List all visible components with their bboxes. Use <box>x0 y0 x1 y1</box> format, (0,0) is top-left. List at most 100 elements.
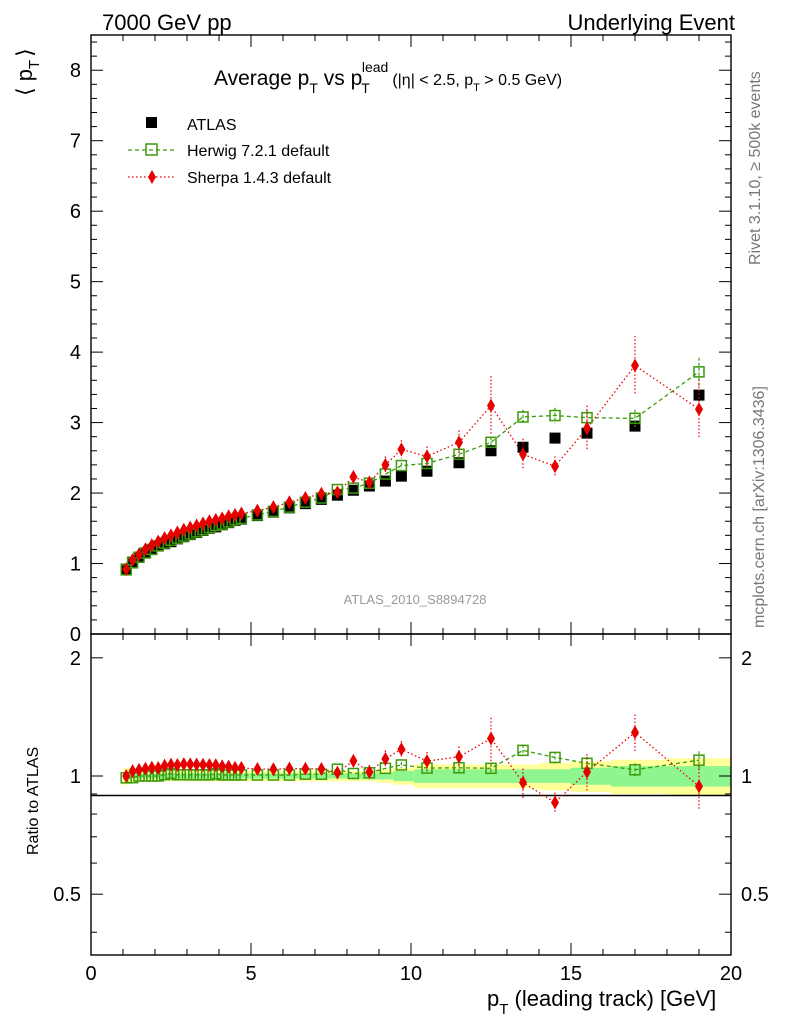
sherpa-point <box>154 534 163 549</box>
herwig-point <box>347 482 360 494</box>
atlas-point <box>485 445 497 457</box>
herwig-ratio-point <box>485 762 497 775</box>
sherpa-ratio-point <box>285 761 294 776</box>
ratio-y-tick-label-right: 2 <box>741 648 752 670</box>
atlas-point <box>549 432 561 444</box>
ratio-series <box>120 714 705 813</box>
main-y-tick-label: 0 <box>70 624 81 646</box>
main-series <box>120 335 705 577</box>
sherpa-point <box>253 503 262 518</box>
sherpa-ratio-point <box>253 762 262 777</box>
sherpa-ratio-point <box>695 779 703 794</box>
atlas-point <box>184 529 196 541</box>
herwig-ratio-point <box>693 754 705 766</box>
main-y-tick-label: 4 <box>70 342 81 364</box>
atlas-point <box>191 527 203 539</box>
legend-marker-atlas <box>146 117 157 128</box>
ratio-band-green <box>611 766 668 787</box>
sherpa-ratio-point <box>365 764 374 779</box>
sherpa-ratio-point <box>583 764 591 779</box>
sherpa-point <box>218 511 227 526</box>
main-y-tick-label: 7 <box>70 131 81 153</box>
atlas-point <box>210 521 222 533</box>
sherpa-ratio-point <box>218 759 227 774</box>
ratio-band-green <box>199 773 207 779</box>
herwig-line <box>125 371 700 571</box>
ratio-y-tick-label-left: 1 <box>70 766 81 788</box>
sherpa-ratio-point <box>487 731 495 746</box>
herwig-ratio-point <box>549 751 561 764</box>
ratio-band-green <box>238 773 250 779</box>
ratio-band-green <box>174 773 182 779</box>
sherpa-ratio-point <box>192 757 201 772</box>
sherpa-point <box>423 449 431 464</box>
sherpa-ratio-point <box>199 757 207 772</box>
sherpa-ratio-point <box>211 758 220 773</box>
herwig-ratio-point <box>395 759 408 771</box>
sherpa-point <box>147 538 156 553</box>
sherpa-point <box>631 358 639 373</box>
sherpa-ratio-point <box>186 757 195 772</box>
legend-label-herwig: Herwig 7.2.1 default <box>187 143 330 160</box>
ratio-band-green <box>249 773 266 779</box>
axis-tick-labels: 0 5 10 15 20 0 1 2 3 4 5 6 7 8 0.5 0.5 1 1 2 2 <box>53 60 769 985</box>
sherpa-point <box>135 547 143 562</box>
sherpa-point <box>519 447 527 462</box>
sherpa-point <box>301 490 310 505</box>
ratio-band-green <box>443 769 476 783</box>
legend-label-atlas: ATLAS <box>187 117 237 134</box>
sherpa-line <box>125 364 700 570</box>
sherpa-point <box>487 398 495 413</box>
atlas-point <box>347 484 359 496</box>
sherpa-point <box>333 485 342 500</box>
sherpa-point <box>192 518 201 533</box>
ratio-band-green <box>148 773 156 779</box>
analysis-watermark: ATLAS_2010_S8894728 <box>344 592 487 607</box>
x-tick-label: 0 <box>85 963 96 985</box>
sherpa-point <box>160 531 169 546</box>
axis-ticks <box>90 35 732 955</box>
atlas-point <box>395 470 407 482</box>
sherpa-ratio-point <box>301 761 310 776</box>
ratio-y-tick-label-left: 0.5 <box>53 884 81 906</box>
herwig-point <box>693 366 705 378</box>
herwig-point <box>517 411 529 423</box>
sherpa-point <box>199 516 207 531</box>
sherpa-point <box>381 457 390 472</box>
sherpa-ratio-point <box>237 760 246 775</box>
x-axis-label: pT (leading track) [GeV] <box>487 986 716 1018</box>
sherpa-ratio-point <box>231 760 239 775</box>
main-y-tick-label: 2 <box>70 483 81 505</box>
herwig-point <box>629 412 641 425</box>
sherpa-point <box>224 509 233 524</box>
sherpa-ratio-point <box>154 761 163 776</box>
sherpa-ratio-point <box>631 725 639 740</box>
atlas-point <box>178 531 190 543</box>
x-tick-label: 5 <box>245 963 256 985</box>
sherpa-point <box>167 528 175 543</box>
sherpa-point <box>551 459 559 474</box>
ratio-band-green <box>142 773 150 779</box>
ratio-y-tick-label-left: 2 <box>70 648 81 670</box>
herwig-point <box>549 409 561 422</box>
ratio-band-green <box>231 773 239 779</box>
sherpa-ratio-point <box>141 761 150 776</box>
ratio-band-green <box>219 773 226 779</box>
sherpa-point <box>141 542 150 557</box>
ratio-band-green <box>297 773 314 779</box>
main-y-tick-label: 6 <box>70 201 81 223</box>
x-tick-label: 15 <box>560 963 582 985</box>
ratio-band-green <box>345 773 362 779</box>
ratio-band-green <box>313 773 330 779</box>
sherpa-point <box>231 507 239 522</box>
sherpa-ratio-point <box>333 765 342 780</box>
ratio-band-green <box>187 773 194 779</box>
sherpa-point <box>186 520 195 535</box>
sherpa-point <box>285 495 294 510</box>
herwig-ratio-point <box>629 764 641 776</box>
atlas-point <box>203 522 215 534</box>
sherpa-ratio-point <box>269 762 278 777</box>
sherpa-point <box>122 562 131 577</box>
herwig-ratio-point <box>347 767 360 780</box>
ratio-band-green <box>180 773 188 779</box>
